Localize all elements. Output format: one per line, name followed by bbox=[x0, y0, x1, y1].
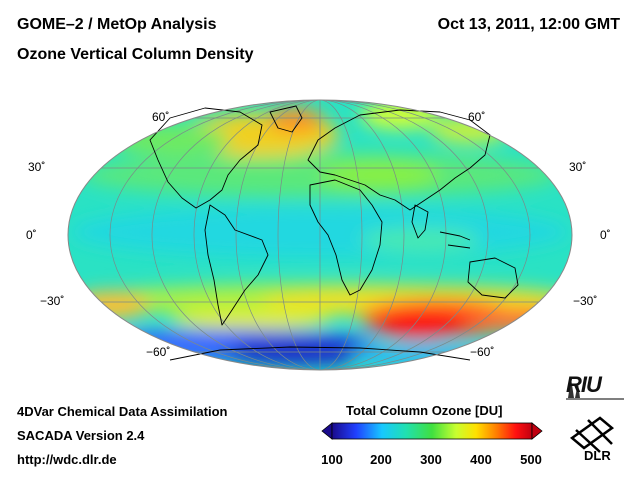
lat-label-0-left: 0˚ bbox=[26, 228, 37, 242]
lat-label-60n-left: 60˚ bbox=[152, 110, 170, 124]
colorbar-tick: 500 bbox=[520, 452, 542, 467]
lat-label-60s-left: −60˚ bbox=[146, 345, 171, 359]
colorbar-tick: 300 bbox=[420, 452, 442, 467]
map-border bbox=[67, 99, 573, 371]
footer-method: 4DVar Chemical Data Assimilation bbox=[17, 404, 228, 419]
coastlines bbox=[149, 105, 519, 361]
lat-label-60s-right: −60˚ bbox=[470, 345, 495, 359]
colorbar-gradient bbox=[331, 422, 533, 440]
colorbar-min-arrow bbox=[321, 422, 333, 440]
lat-label-0-right: 0˚ bbox=[600, 228, 611, 242]
footer-url[interactable]: http://wdc.dlr.de bbox=[17, 452, 117, 467]
colorbar-tick: 200 bbox=[370, 452, 392, 467]
colorbar-tick: 100 bbox=[321, 452, 343, 467]
lat-label-60n-right: 60˚ bbox=[468, 110, 486, 124]
lat-label-30n-left: 30˚ bbox=[28, 160, 46, 174]
map-title: GOME–2 / MetOp Analysis bbox=[17, 16, 217, 33]
lat-label-30s-left: −30˚ bbox=[40, 294, 65, 308]
map-subtitle: Ozone Vertical Column Density bbox=[17, 46, 254, 63]
ozone-map bbox=[67, 99, 573, 371]
lat-label-30n-right: 30˚ bbox=[569, 160, 587, 174]
date-time-label: Oct 13, 2011, 12:00 GMT bbox=[437, 16, 620, 33]
lat-label-30s-right: −30˚ bbox=[573, 294, 598, 308]
colorbar-title: Total Column Ozone [DU] bbox=[346, 403, 503, 418]
colorbar-tick: 400 bbox=[470, 452, 492, 467]
colorbar-max-arrow bbox=[531, 422, 543, 440]
footer-version: SACADA Version 2.4 bbox=[17, 428, 145, 443]
